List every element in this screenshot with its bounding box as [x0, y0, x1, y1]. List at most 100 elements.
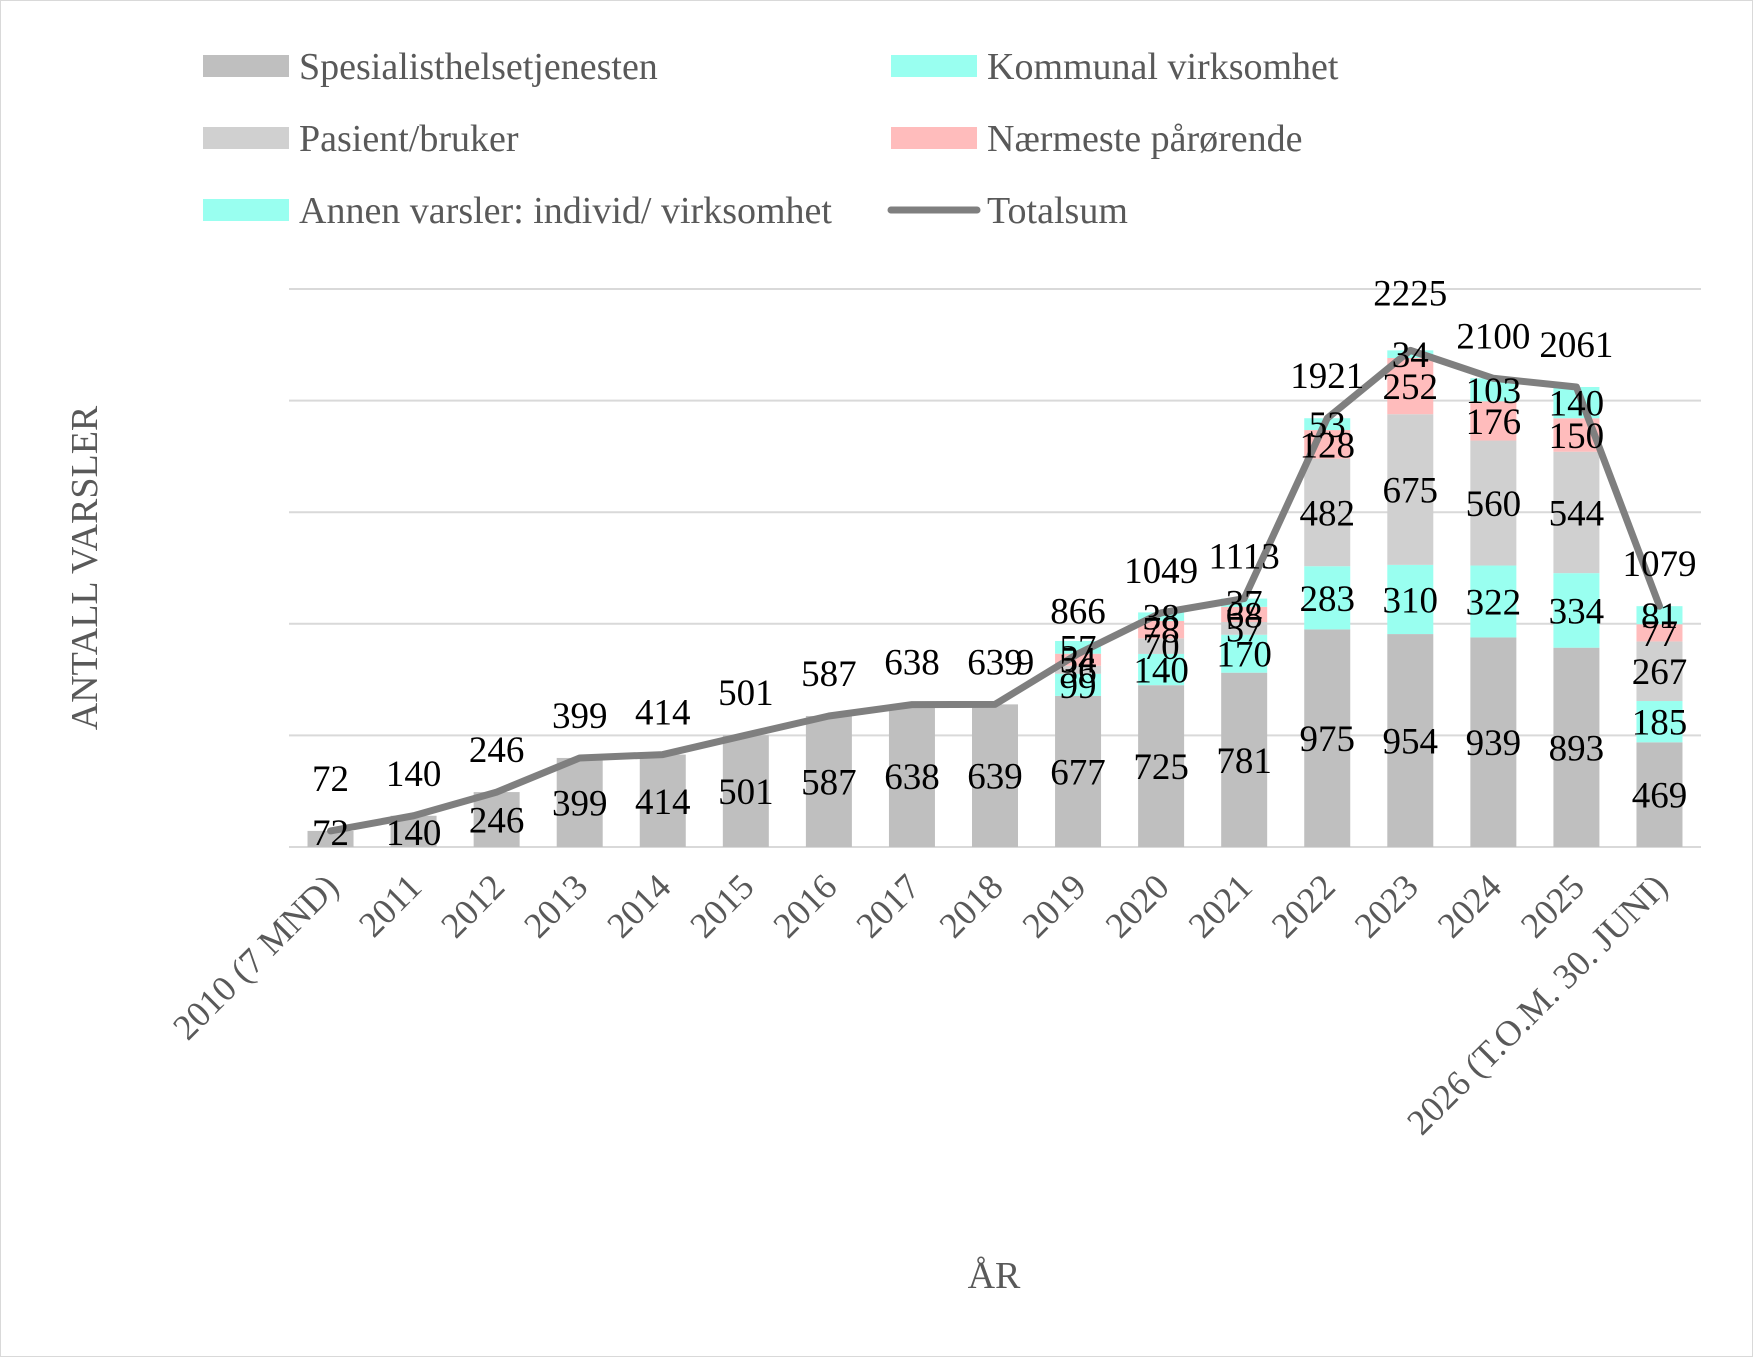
bar-segment	[1636, 641, 1683, 702]
data-label: 70	[1143, 627, 1180, 668]
data-label: 57	[1060, 628, 1097, 669]
data-label: 140	[386, 813, 442, 854]
x-tick-label: 2024	[1430, 866, 1509, 945]
data-label: 939	[1466, 723, 1522, 764]
extra-data-label: 9	[1016, 642, 1035, 683]
data-label: 72	[312, 813, 349, 854]
total-label: 866	[1050, 592, 1106, 633]
legend-item: Totalsum	[887, 190, 1128, 232]
data-label: 68	[1226, 595, 1263, 636]
data-label: 170	[1216, 635, 1272, 676]
total-label: 399	[552, 696, 608, 737]
bar-segment	[1636, 701, 1683, 743]
data-label: 334	[1549, 591, 1605, 632]
bar-segment	[1636, 742, 1683, 847]
x-tick-label: 2019	[1015, 866, 1094, 945]
x-tick-label: 2015	[682, 866, 761, 945]
bars	[307, 350, 1683, 847]
bar-segment	[307, 830, 354, 847]
total-label: 501	[718, 673, 774, 714]
total-label: 639	[967, 642, 1023, 683]
x-tick-label: 2021	[1181, 866, 1260, 945]
data-label: 38	[1143, 598, 1180, 639]
bar-segment	[1221, 606, 1268, 623]
bar-segment	[1470, 637, 1517, 847]
data-label: 128	[1299, 425, 1355, 466]
data-label: 185	[1632, 703, 1688, 744]
data-label: 99	[1060, 666, 1097, 707]
data-label: 954	[1383, 722, 1439, 763]
legend-label: Totalsum	[987, 190, 1128, 232]
bar-segment	[1138, 638, 1185, 654]
data-label: 54	[1060, 641, 1097, 682]
x-tick-label: 2016	[765, 866, 844, 945]
bar-segment	[1470, 440, 1517, 566]
bar-segment	[1470, 565, 1517, 638]
data-label: 544	[1549, 493, 1605, 534]
total-label: 72	[312, 759, 349, 800]
x-tick-label: 2018	[931, 866, 1010, 945]
data-label: 781	[1216, 741, 1272, 782]
total-label: 2100	[1456, 316, 1530, 357]
data-label: 587	[801, 762, 857, 803]
bar-segment	[722, 735, 769, 847]
y-axis-title: ANTALL VARSLER	[64, 405, 106, 730]
data-label: 53	[1309, 405, 1346, 446]
total-label: 246	[469, 730, 525, 771]
data-label: 677	[1050, 752, 1106, 793]
total-label: 2225	[1373, 273, 1447, 314]
bar-segment	[888, 704, 935, 847]
data-label: 246	[469, 801, 525, 842]
data-label: 501	[718, 772, 774, 813]
data-label: 103	[1466, 371, 1522, 412]
legend-item: Spesialisthelsetjenesten	[203, 46, 658, 88]
x-tick-label: 2022	[1264, 866, 1343, 945]
bar-segment	[473, 792, 520, 847]
legend: Spesialisthelsetjenesten Kommunal virksom…	[203, 46, 1339, 232]
data-label: 414	[635, 782, 691, 823]
bar-segment	[1553, 451, 1600, 574]
data-label: 77	[1641, 614, 1678, 655]
total-label: 1079	[1622, 544, 1696, 585]
data-label: 176	[1466, 402, 1522, 443]
bar-segment	[1636, 624, 1683, 642]
x-tick-label: 2013	[516, 866, 595, 945]
bar-segment	[1553, 573, 1600, 648]
data-label: 322	[1466, 582, 1522, 623]
data-label: 560	[1466, 484, 1522, 525]
data-label: 37	[1226, 584, 1263, 625]
data-label: 725	[1133, 747, 1189, 788]
data-label: 675	[1383, 471, 1439, 512]
legend-item: Nærmeste pårørende	[891, 118, 1303, 160]
gridlines	[289, 288, 1701, 848]
bar-segment	[805, 715, 852, 847]
legend-item: Pasient/bruker	[203, 118, 519, 160]
data-label: 78	[1143, 611, 1180, 652]
bar-segment	[1304, 566, 1351, 630]
bar-segment	[1636, 606, 1683, 625]
data-label: 283	[1299, 579, 1355, 620]
data-label: 252	[1383, 367, 1439, 408]
data-label: 267	[1632, 652, 1688, 693]
bar-segment	[1055, 695, 1102, 847]
total-label: 2061	[1539, 325, 1613, 366]
bar-segment	[1221, 622, 1268, 635]
bar-segment	[1304, 629, 1351, 847]
legend-label: Pasient/bruker	[299, 118, 519, 160]
data-label: 482	[1299, 493, 1355, 534]
x-axis-title: ÅR	[968, 1255, 1021, 1297]
legend-swatch	[891, 127, 977, 149]
bar-segment	[1387, 634, 1434, 847]
data-label: 399	[552, 783, 608, 824]
x-tick-label: 2020	[1098, 866, 1177, 945]
data-label: 310	[1383, 580, 1439, 621]
data-label: 639	[967, 757, 1023, 798]
legend-item: Kommunal virksomhet	[891, 46, 1339, 88]
total-label: 638	[884, 643, 940, 684]
bar-segment	[1221, 598, 1268, 607]
legend-label: Spesialisthelsetjenesten	[299, 46, 658, 88]
bar-segment	[556, 757, 603, 847]
data-label: 81	[1641, 596, 1678, 637]
x-tick-label: 2017	[848, 866, 927, 945]
